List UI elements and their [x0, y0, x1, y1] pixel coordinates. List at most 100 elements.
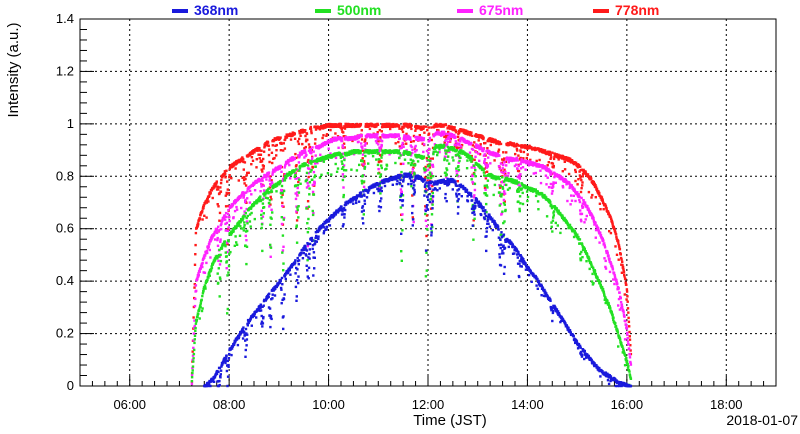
data-point	[217, 253, 221, 257]
data-point	[319, 153, 322, 156]
data-point	[587, 255, 590, 259]
data-point	[628, 338, 632, 341]
data-point	[543, 149, 547, 152]
data-point	[234, 201, 238, 204]
data-point	[289, 138, 293, 141]
data-point	[465, 167, 469, 170]
data-point	[628, 374, 632, 377]
data-point	[282, 142, 285, 145]
data-point	[335, 170, 339, 173]
data-point	[255, 166, 258, 169]
data-point	[241, 337, 245, 340]
data-point	[281, 204, 284, 208]
data-point	[215, 255, 219, 259]
data-point	[194, 297, 197, 301]
data-point	[500, 169, 503, 172]
data-point	[578, 170, 581, 173]
data-point	[571, 159, 574, 162]
data-point	[224, 222, 227, 226]
data-point	[260, 223, 264, 226]
data-point	[552, 185, 555, 188]
data-point	[201, 292, 205, 295]
data-point	[458, 148, 461, 151]
data-point	[521, 166, 525, 169]
data-point	[237, 223, 241, 226]
data-point	[429, 207, 433, 210]
data-point	[521, 202, 525, 206]
data-point	[208, 382, 211, 386]
data-point	[371, 155, 375, 158]
data-point	[311, 146, 314, 149]
data-point	[582, 199, 585, 202]
data-point	[242, 195, 245, 198]
data-point	[431, 175, 435, 178]
data-point	[428, 139, 431, 142]
data-point	[613, 275, 617, 278]
data-point	[306, 167, 310, 170]
data-point	[303, 147, 306, 150]
data-point	[574, 168, 577, 172]
data-point	[307, 184, 310, 187]
data-point	[380, 153, 384, 157]
data-point	[244, 211, 247, 215]
data-point	[199, 267, 202, 270]
data-point	[552, 166, 555, 169]
data-point	[625, 361, 629, 364]
data-point	[294, 152, 297, 156]
data-point	[412, 166, 415, 169]
data-point	[226, 229, 229, 232]
data-point	[411, 148, 414, 152]
data-point	[551, 151, 554, 154]
data-point	[402, 153, 405, 156]
data-point	[198, 217, 202, 221]
data-point	[242, 158, 245, 161]
data-point	[306, 231, 310, 234]
data-point	[258, 197, 261, 201]
data-point	[197, 275, 200, 278]
data-point	[430, 194, 433, 198]
data-point	[282, 245, 285, 248]
data-point	[267, 144, 270, 148]
data-point	[457, 175, 460, 178]
data-point	[454, 140, 457, 143]
data-point	[268, 177, 272, 180]
data-point	[568, 182, 571, 185]
data-point	[340, 137, 344, 140]
data-point	[520, 187, 524, 190]
data-point	[409, 171, 412, 174]
data-point	[368, 133, 372, 136]
data-point	[236, 337, 239, 341]
data-point	[430, 138, 433, 142]
data-point	[622, 267, 625, 271]
data-point	[400, 128, 404, 131]
data-point	[210, 238, 213, 241]
data-point	[289, 177, 292, 180]
y-tick-label: 0.6	[56, 221, 74, 236]
data-point	[486, 186, 489, 189]
data-point	[246, 190, 249, 193]
data-point	[304, 163, 308, 166]
data-point	[308, 167, 311, 170]
data-point	[398, 127, 401, 130]
data-point	[257, 153, 260, 156]
data-point	[274, 169, 277, 172]
data-point	[220, 365, 223, 368]
data-point	[226, 180, 229, 183]
data-point	[294, 192, 297, 195]
data-point	[323, 124, 326, 127]
data-point	[512, 181, 515, 185]
data-point	[190, 376, 194, 379]
data-point	[305, 153, 308, 157]
data-point	[310, 152, 313, 155]
data-point	[376, 123, 380, 126]
data-point	[525, 190, 529, 193]
data-point	[311, 183, 314, 187]
y-tick-label: 0.4	[56, 273, 74, 288]
data-point	[516, 167, 519, 170]
data-point	[376, 133, 379, 136]
data-point	[627, 343, 630, 346]
data-point	[283, 179, 287, 182]
data-point	[504, 208, 507, 212]
data-point	[227, 271, 230, 274]
data-point	[518, 184, 522, 187]
